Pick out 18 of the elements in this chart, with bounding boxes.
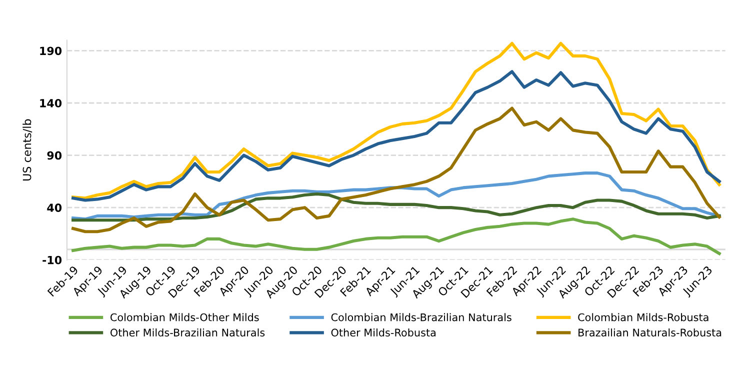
line-series bbox=[72, 218, 721, 256]
legend-label: Brazailian Naturals-Robusta bbox=[578, 328, 722, 337]
line-series bbox=[72, 106, 721, 234]
legend-label: Other Milds-Robusta bbox=[331, 328, 436, 337]
legend-label: Colombian Milds-Other Milds bbox=[110, 313, 259, 322]
y-tick-label: 140 bbox=[40, 98, 62, 108]
line-series bbox=[72, 70, 721, 202]
y-tick-label: 40 bbox=[47, 204, 62, 212]
y-axis-title: US cents/lb bbox=[22, 119, 32, 180]
line-series bbox=[72, 42, 721, 200]
line-series bbox=[72, 192, 721, 222]
y-tick-label: 190 bbox=[40, 46, 62, 56]
y-tick-label: 90 bbox=[47, 151, 62, 160]
legend-label: Other Milds-Brazilian Naturals bbox=[110, 328, 265, 337]
legend-label: Colombian Milds-Robusta bbox=[578, 313, 708, 322]
legend-label: Colombian Milds-Brazilian Naturals bbox=[331, 313, 512, 322]
line-series bbox=[72, 172, 721, 221]
y-tick-label: -10 bbox=[42, 256, 62, 264]
